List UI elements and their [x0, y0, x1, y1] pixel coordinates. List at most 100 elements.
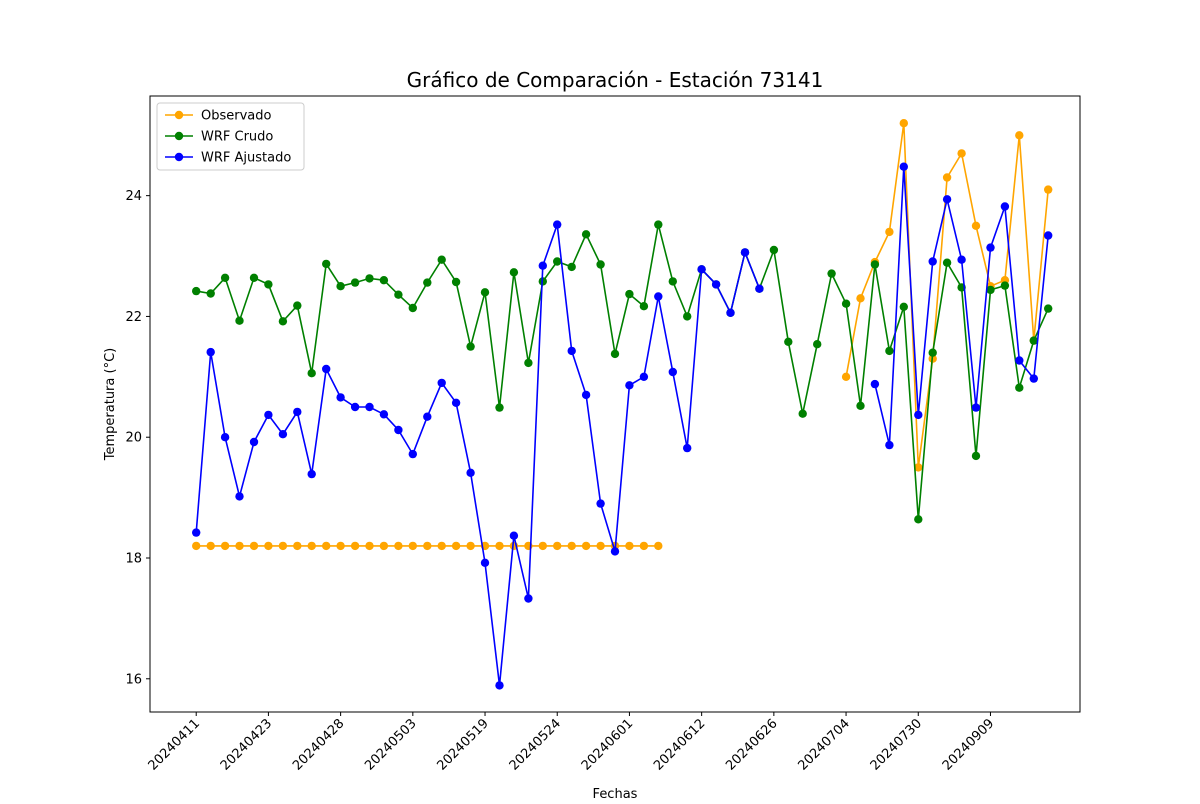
data-point — [192, 286, 201, 296]
y-tick-label: 18 — [125, 552, 142, 567]
data-point — [683, 312, 692, 321]
data-point — [827, 269, 836, 278]
data-point — [610, 547, 620, 556]
data-point — [683, 443, 692, 453]
data-point — [942, 258, 952, 267]
data-point — [1015, 383, 1024, 392]
x-tick-label: 20240411 — [146, 716, 203, 773]
data-point — [394, 425, 403, 435]
data-point — [495, 403, 504, 412]
data-point — [249, 541, 259, 551]
x-tick-label: 20240626 — [723, 716, 780, 773]
legend: Observado WRF Crudo WRF Ajustado — [156, 102, 305, 171]
data-point — [264, 280, 273, 289]
data-point — [914, 463, 923, 472]
x-axis-label: Fechas — [593, 787, 638, 800]
data-point — [639, 302, 649, 311]
data-point — [437, 255, 446, 264]
data-point — [509, 531, 519, 540]
data-point — [813, 340, 822, 349]
data-point — [264, 541, 273, 551]
x-tick-label: 20240909 — [940, 716, 997, 773]
data-point — [596, 260, 605, 269]
x-tick-label: 20240612 — [651, 716, 708, 773]
data-point — [466, 468, 475, 477]
data-point — [466, 342, 475, 351]
data-point — [755, 284, 764, 293]
data-point — [451, 398, 461, 407]
data-point — [1044, 185, 1053, 194]
data-point — [899, 162, 908, 171]
data-point — [841, 299, 851, 308]
data-point — [451, 541, 461, 551]
data-point — [293, 301, 302, 310]
data-point — [885, 346, 894, 356]
data-point — [971, 221, 981, 230]
data-point — [408, 541, 417, 551]
data-point — [697, 265, 706, 274]
data-point — [480, 288, 490, 297]
data-point — [192, 541, 201, 551]
data-point — [625, 541, 634, 551]
data-point — [856, 294, 865, 303]
data-point — [798, 409, 807, 418]
data-point — [610, 349, 620, 359]
x-tick-label: 20240730 — [868, 716, 925, 773]
data-point — [365, 274, 374, 283]
y-tick-label: 20 — [125, 431, 142, 446]
data-point — [1015, 131, 1024, 140]
data-point — [711, 280, 721, 289]
data-point — [581, 390, 591, 400]
series-layer — [192, 119, 1053, 690]
data-point — [423, 541, 432, 551]
data-point — [206, 541, 215, 551]
data-point — [437, 378, 446, 388]
data-point — [928, 257, 937, 266]
data-point — [350, 402, 360, 412]
x-tick-label: 20240601 — [579, 716, 636, 773]
data-point — [1015, 356, 1024, 365]
data-point — [408, 303, 417, 313]
plot-area-frame — [149, 95, 1081, 713]
series-line — [195, 224, 761, 686]
data-point — [350, 278, 360, 287]
data-point — [1029, 336, 1039, 345]
data-point — [1029, 374, 1039, 383]
data-point — [437, 541, 446, 551]
data-point — [553, 257, 562, 266]
data-point — [856, 401, 865, 410]
chart-title: Gráfico de Comparación - Estación 73141 — [407, 68, 824, 92]
y-axis-label: Temperatura (°C) — [103, 348, 118, 461]
data-point — [740, 248, 750, 257]
data-point — [639, 541, 649, 551]
y-axis-ticks: 16 18 20 22 24 — [125, 189, 150, 687]
legend-label: Observado — [201, 109, 272, 124]
data-point — [769, 245, 779, 255]
series-wrf-crudo — [192, 220, 1053, 524]
data-point — [654, 220, 663, 229]
data-point — [914, 410, 923, 420]
data-point — [726, 308, 735, 317]
data-point — [278, 430, 288, 439]
data-point — [625, 381, 634, 390]
data-point — [899, 302, 908, 311]
data-point — [379, 410, 389, 419]
data-point — [971, 451, 981, 461]
series-observado — [192, 119, 1053, 551]
data-point — [394, 290, 403, 299]
data-point — [914, 515, 923, 524]
data-point — [408, 449, 417, 459]
data-point — [567, 262, 576, 272]
data-point — [278, 541, 288, 551]
data-point — [639, 372, 649, 381]
data-point — [885, 440, 894, 450]
data-point — [784, 337, 793, 346]
data-point — [495, 541, 504, 551]
x-tick-label: 20240423 — [218, 716, 275, 773]
data-point — [451, 277, 461, 287]
data-point — [899, 119, 908, 128]
data-point — [1044, 304, 1053, 313]
data-point — [971, 403, 981, 412]
data-point — [581, 230, 591, 239]
